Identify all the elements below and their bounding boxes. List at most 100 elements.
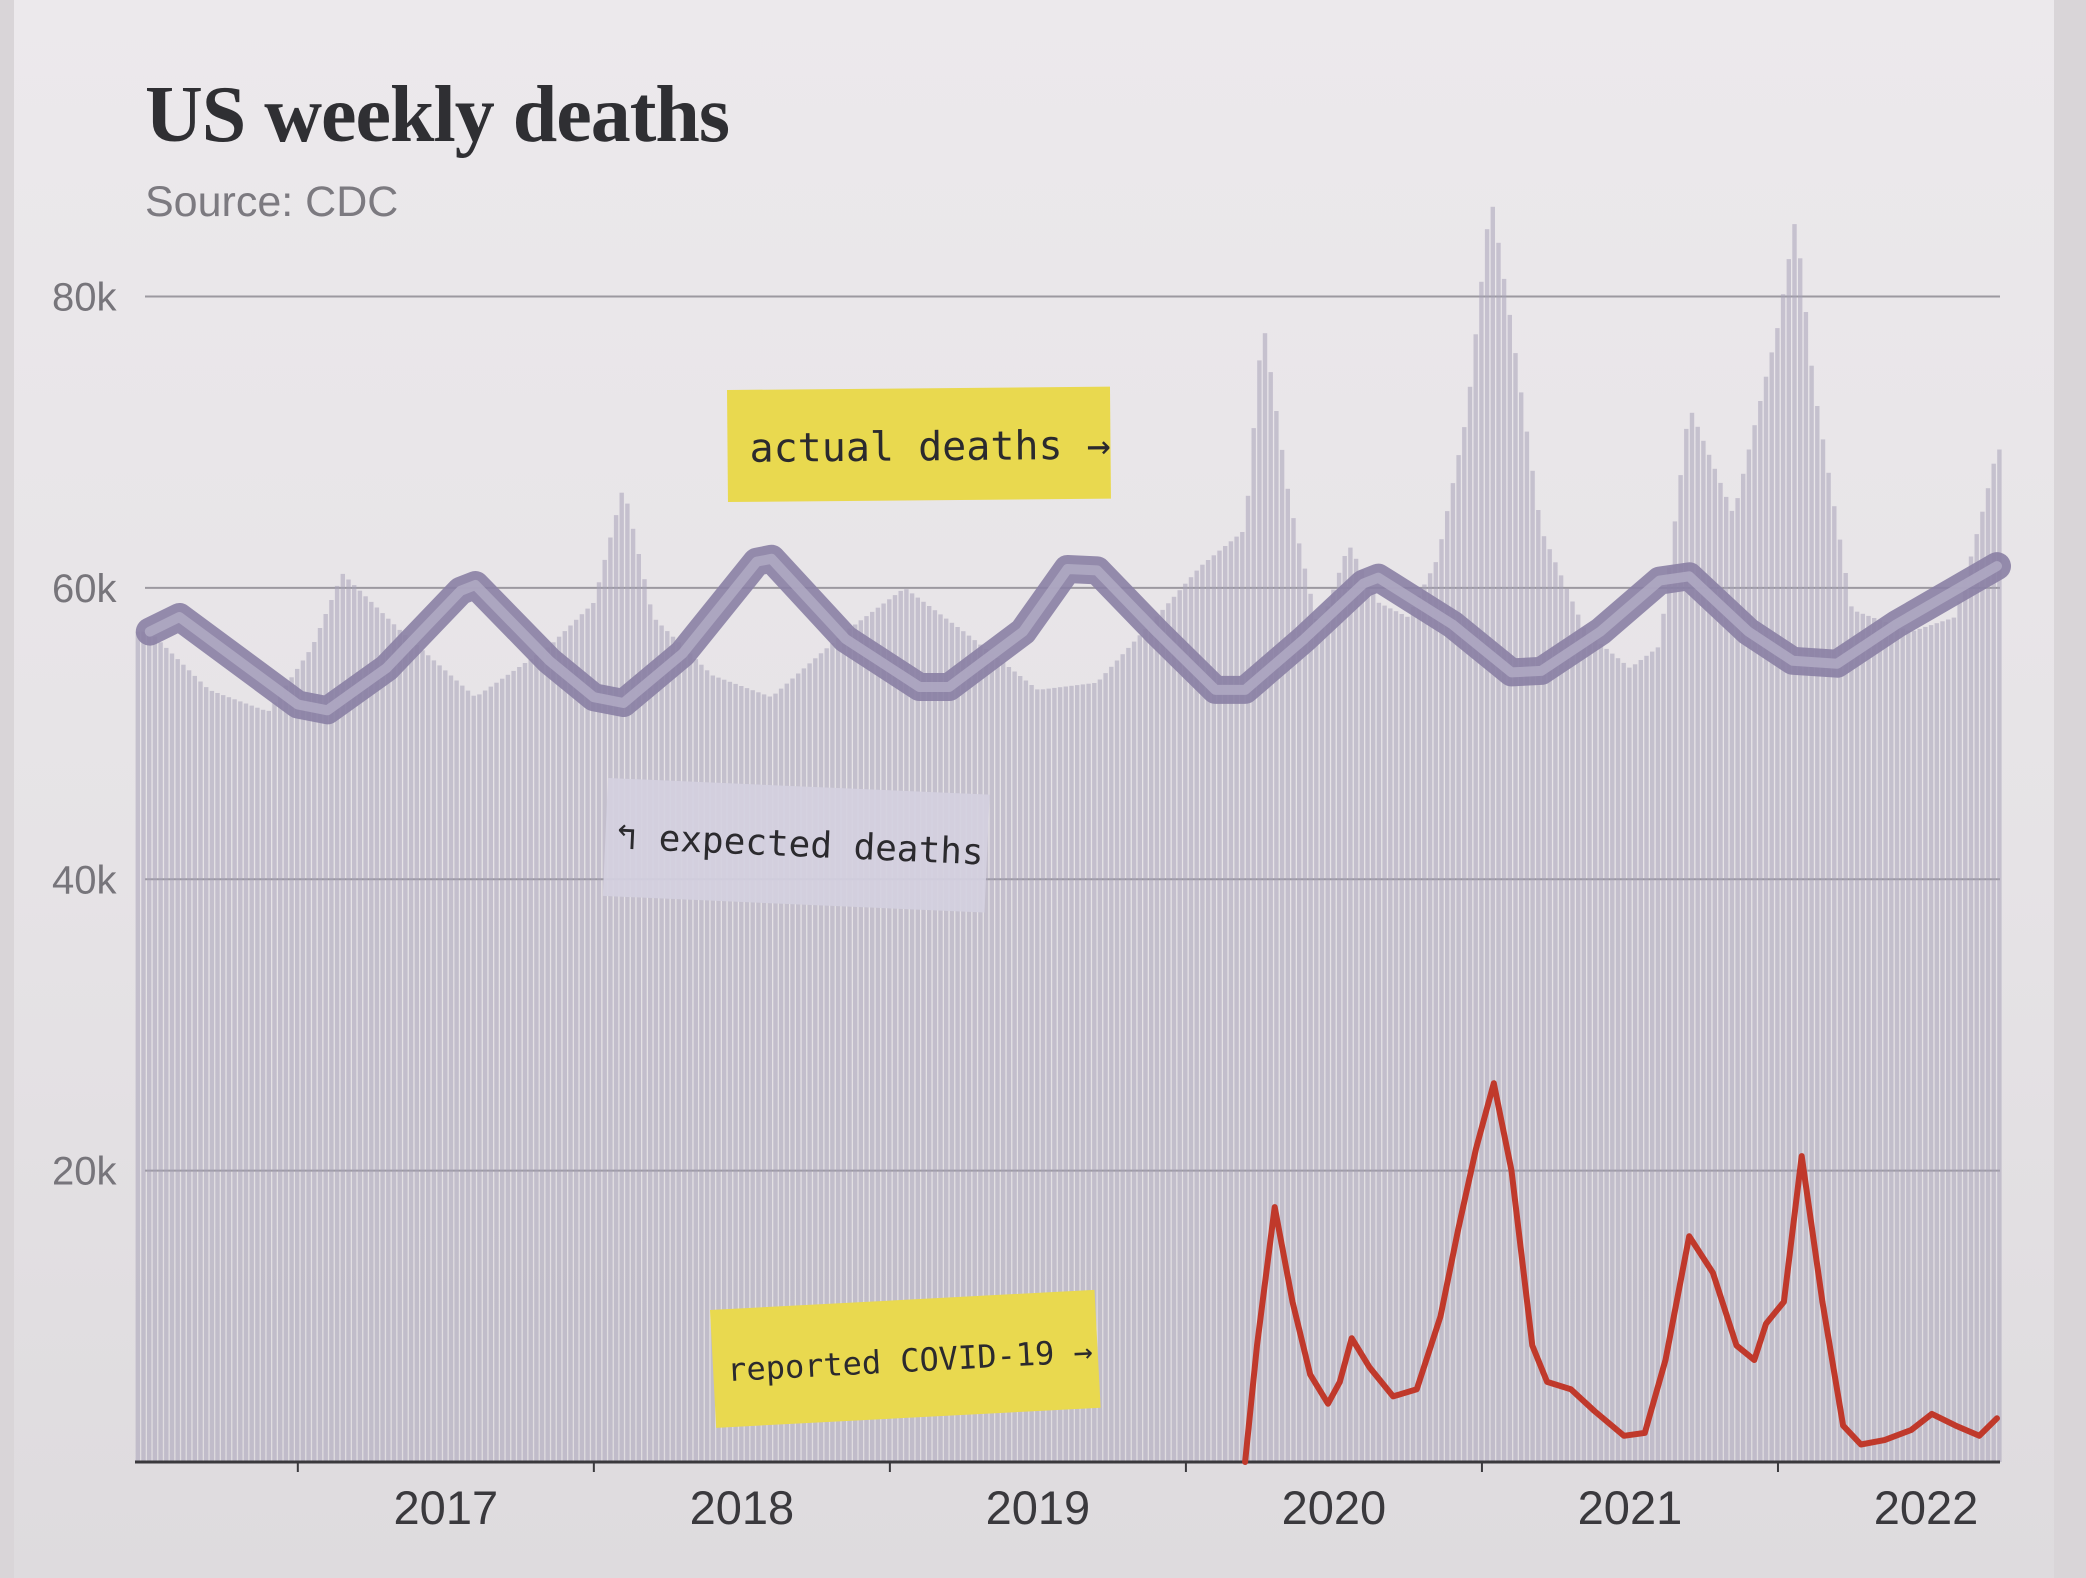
bar-week-46 <box>397 629 402 1462</box>
bar-week-248 <box>1547 549 1552 1462</box>
bar-week-251 <box>1564 588 1569 1462</box>
bar-week-182 <box>1171 596 1177 1462</box>
y-tick-80k: 80k <box>52 276 117 320</box>
bar-week-155 <box>1018 676 1023 1462</box>
bar-week-283 <box>1746 449 1752 1462</box>
bar-week-70 <box>534 655 539 1462</box>
bar-week-65 <box>505 674 511 1462</box>
bar-week-18 <box>238 701 243 1462</box>
bar-week-153 <box>1006 667 1012 1462</box>
bar-week-90 <box>648 604 653 1462</box>
bar-week-268 <box>1661 613 1666 1462</box>
bar-week-309 <box>1894 626 1900 1462</box>
bar-week-292 <box>1798 258 1803 1462</box>
bar-week-160 <box>1046 688 1051 1462</box>
bar-week-177 <box>1143 629 1148 1462</box>
bar-week-27 <box>289 677 294 1462</box>
bar-week-52 <box>431 660 437 1462</box>
bar-week-99 <box>699 664 704 1462</box>
bar-week-301 <box>1849 606 1854 1462</box>
bar-week-56 <box>454 680 459 1462</box>
bar-week-53 <box>437 665 442 1462</box>
bar-week-236 <box>1479 281 1484 1462</box>
bar-week-0 <box>135 631 140 1462</box>
bar-week-124 <box>841 633 846 1462</box>
bar-week-129 <box>870 611 875 1462</box>
bar-week-136 <box>909 593 915 1462</box>
bar-week-59 <box>471 695 476 1462</box>
bar-week-242 <box>1513 353 1518 1463</box>
bar-week-212 <box>1342 556 1347 1462</box>
bar-week-108 <box>750 690 755 1462</box>
bar-week-265 <box>1644 655 1649 1462</box>
bar-week-234 <box>1467 386 1473 1462</box>
bar-week-245 <box>1530 470 1535 1462</box>
bar-week-193 <box>1234 536 1239 1462</box>
bar-week-325 <box>1985 488 1991 1462</box>
bar-week-293 <box>1803 312 1809 1462</box>
note-expected-deaths: ↰ expected deaths <box>602 778 990 913</box>
bar-week-41 <box>369 601 374 1462</box>
bar-week-3 <box>152 636 158 1462</box>
bar-week-156 <box>1023 680 1029 1462</box>
bar-week-77 <box>574 619 579 1462</box>
actual-deaths-bars <box>135 206 2002 1463</box>
bar-week-274 <box>1695 426 1700 1462</box>
bar-week-157 <box>1029 685 1034 1462</box>
bar-week-244 <box>1524 431 1530 1463</box>
bar-week-235 <box>1473 334 1478 1462</box>
bar-week-60 <box>477 694 482 1462</box>
bar-week-73 <box>551 642 556 1462</box>
bar-week-30 <box>306 652 311 1462</box>
bar-week-239 <box>1496 242 1501 1462</box>
x-tick-2020: 2020 <box>1282 1481 1387 1534</box>
bar-week-207 <box>1314 619 1319 1462</box>
bar-week-72 <box>545 647 550 1462</box>
bar-week-287 <box>1769 352 1774 1462</box>
bar-week-227 <box>1427 573 1433 1462</box>
bar-week-86 <box>625 503 630 1463</box>
bar-week-114 <box>784 683 789 1462</box>
bar-week-165 <box>1075 685 1080 1462</box>
bar-week-270 <box>1672 521 1678 1462</box>
bar-week-284 <box>1752 425 1757 1463</box>
bar-week-1 <box>141 631 146 1462</box>
bar-week-215 <box>1359 570 1364 1462</box>
bar-week-229 <box>1439 539 1444 1462</box>
bar-week-50 <box>420 650 425 1462</box>
bar-week-115 <box>790 678 795 1462</box>
bar-week-232 <box>1456 455 1461 1463</box>
bar-week-150 <box>989 653 994 1462</box>
bar-week-196 <box>1251 428 1256 1463</box>
bar-week-279 <box>1724 496 1729 1462</box>
bar-week-105 <box>733 683 738 1462</box>
bar-week-166 <box>1080 684 1086 1462</box>
bar-week-89 <box>642 579 647 1462</box>
bar-week-221 <box>1393 611 1399 1462</box>
bar-week-316 <box>1934 623 1939 1462</box>
bar-week-111 <box>767 696 772 1462</box>
bar-week-225 <box>1416 595 1421 1462</box>
bar-week-259 <box>1610 653 1615 1462</box>
bar-week-137 <box>915 597 920 1462</box>
bar-week-88 <box>636 554 641 1462</box>
bar-week-102 <box>716 677 721 1462</box>
bar-week-159 <box>1040 689 1046 1462</box>
bar-week-243 <box>1519 392 1524 1462</box>
x-tick-2022: 2022 <box>1874 1481 1979 1534</box>
bar-week-273 <box>1689 412 1695 1462</box>
bar-week-256 <box>1593 639 1598 1462</box>
bar-week-45 <box>391 624 397 1462</box>
bar-week-144 <box>955 627 960 1462</box>
bar-week-246 <box>1536 510 1541 1462</box>
bar-week-28 <box>295 668 300 1462</box>
bar-week-167 <box>1086 683 1091 1462</box>
bar-week-321 <box>1963 578 1968 1462</box>
bar-week-266 <box>1650 651 1655 1462</box>
y-tick-40k: 40k <box>52 858 117 902</box>
bar-week-146 <box>966 635 972 1462</box>
bar-week-76 <box>568 625 573 1462</box>
note-reported-covid: reported COVID-19 → <box>710 1289 1101 1428</box>
y-axis-ticks: 20k 40k 60k 80k <box>52 276 117 1194</box>
bar-week-185 <box>1188 577 1194 1462</box>
